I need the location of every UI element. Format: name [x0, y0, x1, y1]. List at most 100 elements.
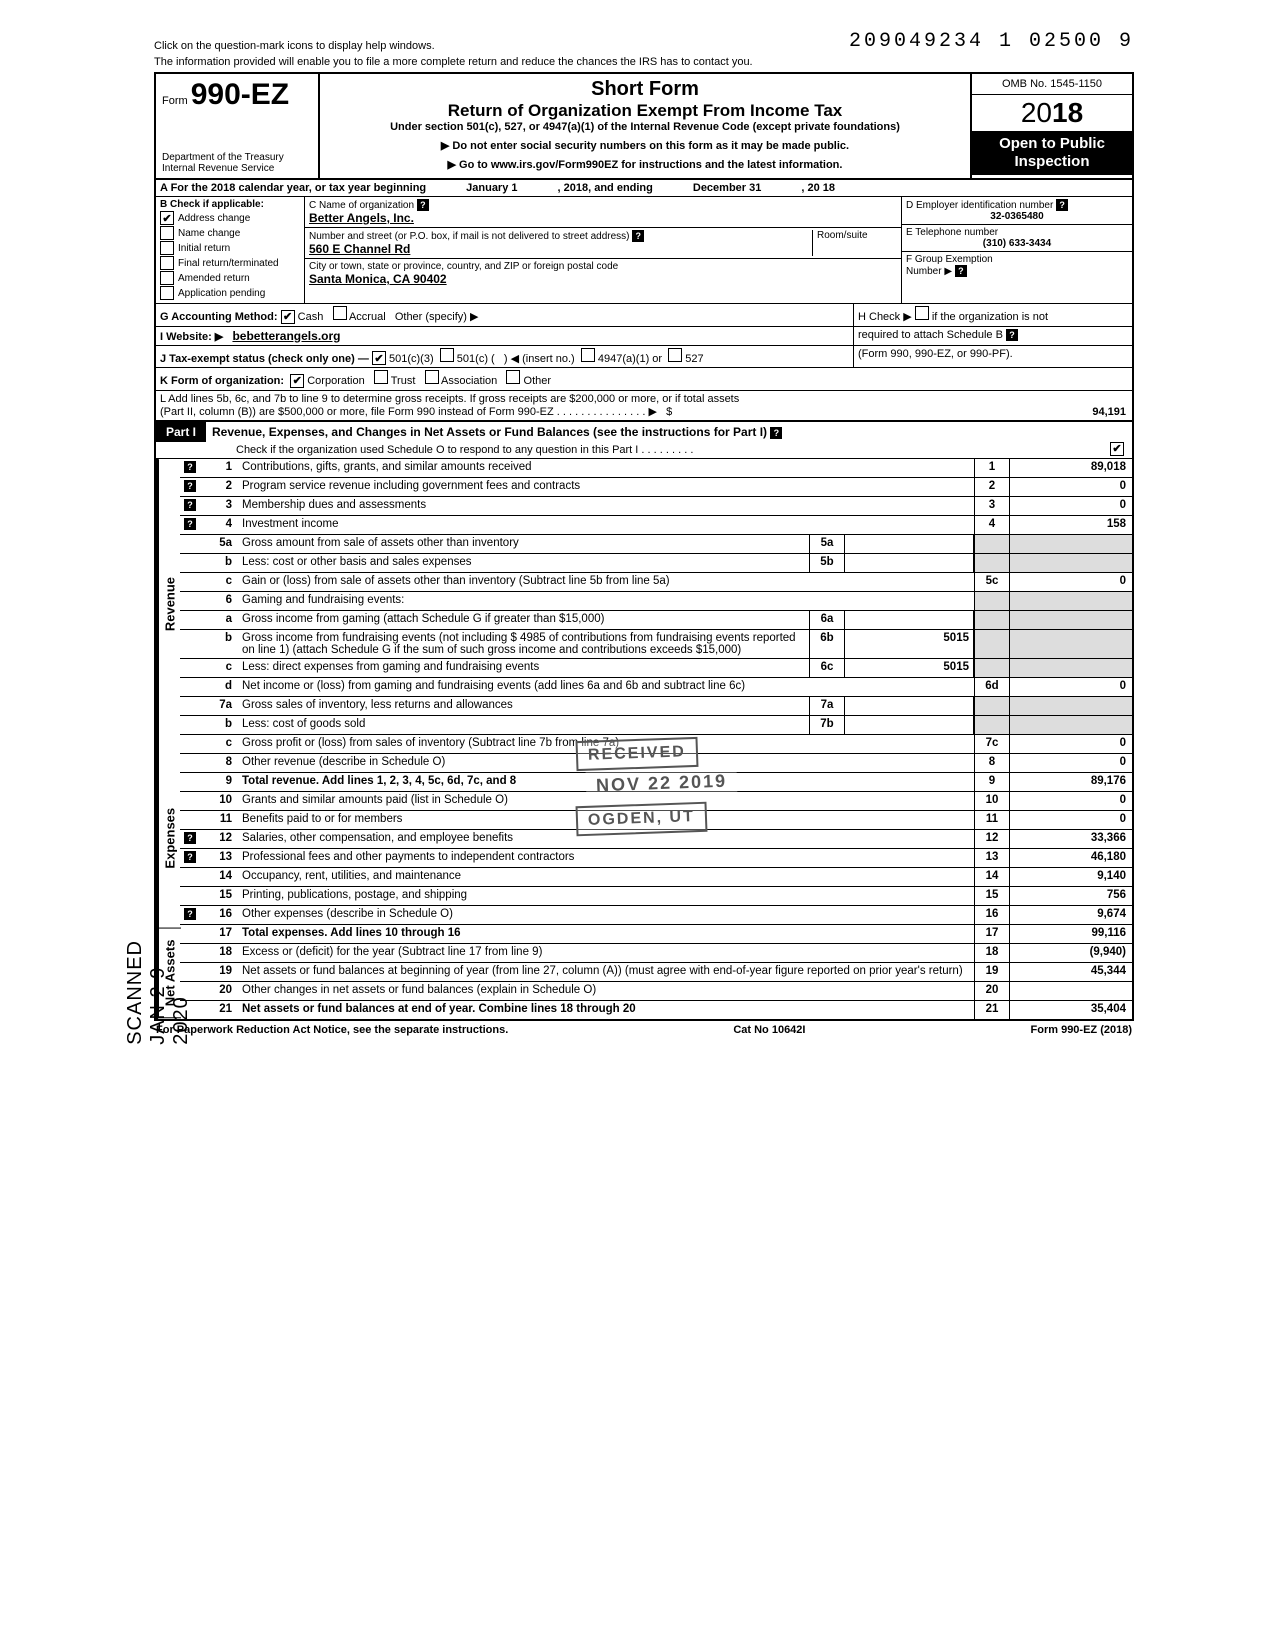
line-6c: cLess: direct expenses from gaming and f…	[180, 659, 1132, 678]
chk-cash[interactable]: ✔	[281, 310, 295, 324]
d-ein-label: D Employer identification number	[906, 200, 1053, 211]
stamp-ogden: OGDEN, UT	[576, 801, 708, 836]
help-icon[interactable]: ?	[770, 427, 782, 439]
tax-year: 2018	[972, 95, 1132, 131]
title-goto: ▶ Go to www.irs.gov/Form990EZ for instru…	[326, 158, 964, 171]
line-13: ?13Professional fees and other payments …	[180, 849, 1132, 868]
help-icon[interactable]: ?	[1056, 199, 1068, 211]
chk-address-change[interactable]: ✔Address change	[160, 211, 300, 225]
ein-value: 32-0365480	[906, 211, 1128, 222]
help-icon[interactable]: ?	[955, 265, 967, 277]
help-icon[interactable]: ?	[1006, 329, 1018, 341]
line-21: 21Net assets or fund balances at end of …	[180, 1001, 1132, 1019]
chk-accrual[interactable]	[333, 306, 347, 320]
part-1-label: Part I	[156, 422, 206, 442]
title-short-form: Short Form	[326, 78, 964, 101]
header-right: OMB No. 1545-1150 2018 Open to PublicIns…	[972, 74, 1132, 178]
f-group-label: F Group Exemption	[906, 254, 993, 265]
chk-application-pending[interactable]: Application pending	[160, 286, 300, 300]
line-20: 20Other changes in net assets or fund ba…	[180, 982, 1132, 1001]
year-begin: January 1	[466, 182, 517, 194]
chk-schedule-o[interactable]: ✔	[1110, 442, 1124, 456]
col-de: D Employer identification number ? 32-03…	[902, 197, 1132, 303]
chk-501c3[interactable]: ✔	[372, 351, 386, 365]
chk-527[interactable]	[668, 348, 682, 362]
line-5c: cGain or (loss) from sale of assets othe…	[180, 573, 1132, 592]
header-mid: Short Form Return of Organization Exempt…	[320, 74, 972, 178]
h-schedule-b: H Check ▶ if the organization is not	[854, 304, 1132, 326]
part-1-sub: Check if the organization used Schedule …	[156, 442, 1102, 458]
year-end: December 31	[693, 182, 762, 194]
chk-trust[interactable]	[374, 370, 388, 384]
part-1-table: Revenue Expenses Net Assets ?1Contributi…	[154, 459, 1134, 1021]
side-expenses: Expenses	[158, 749, 181, 929]
c-name-label: C Name of organization	[309, 200, 414, 211]
help-icon[interactable]: ?	[184, 518, 196, 530]
line-1: ?1Contributions, gifts, grants, and simi…	[180, 459, 1132, 478]
title-ssn: ▶ Do not enter social security numbers o…	[326, 139, 964, 152]
open-to-public: Open to PublicInspection	[972, 131, 1132, 175]
line-15: 15Printing, publications, postage, and s…	[180, 887, 1132, 906]
chk-schedule-b[interactable]	[915, 306, 929, 320]
org-street: 560 E Channel Rd	[309, 242, 410, 256]
help-icon[interactable]: ?	[184, 908, 196, 920]
col-c-org: C Name of organization ? Better Angels, …	[305, 197, 902, 303]
i-website-label: I Website: ▶	[160, 331, 223, 343]
help-icon[interactable]: ?	[184, 480, 196, 492]
org-name: Better Angels, Inc.	[309, 211, 414, 225]
line-5a: 5aGross amount from sale of assets other…	[180, 535, 1132, 554]
chk-initial-return[interactable]: Initial return	[160, 241, 300, 255]
title-main: Return of Organization Exempt From Incom…	[326, 101, 964, 121]
chk-corporation[interactable]: ✔	[290, 374, 304, 388]
line-19: 19Net assets or fund balances at beginni…	[180, 963, 1132, 982]
website-value: bebetterangels.org	[232, 329, 340, 343]
org-info-grid: B Check if applicable: ✔Address change N…	[154, 197, 1134, 304]
top-serial: 209049234 1 02500 9	[849, 30, 1134, 53]
k-form-of-org: K Form of organization: ✔ Corporation Tr…	[156, 368, 1132, 390]
form-header: Form 990-EZ Department of the Treasury I…	[154, 72, 1134, 180]
line-6a: aGross income from gaming (attach Schedu…	[180, 611, 1132, 630]
footer-mid: Cat No 10642I	[733, 1024, 805, 1036]
line-16: ?16Other expenses (describe in Schedule …	[180, 906, 1132, 925]
title-under: Under section 501(c), 527, or 4947(a)(1)…	[326, 121, 964, 133]
h-line2: required to attach Schedule B ?	[854, 327, 1132, 345]
chk-final-return[interactable]: Final return/terminated	[160, 256, 300, 270]
g-label: G Accounting Method:	[160, 311, 278, 323]
dept-2: Internal Revenue Service	[162, 163, 312, 174]
help-icon[interactable]: ?	[184, 851, 196, 863]
hint-line-2: The information provided will enable you…	[154, 56, 1134, 68]
footer-left: For Paperwork Reduction Act Notice, see …	[156, 1024, 508, 1036]
phone-value: (310) 633-3434	[906, 238, 1128, 249]
j-tax-exempt: J Tax-exempt status (check only one) — ✔…	[156, 346, 854, 368]
help-icon[interactable]: ?	[184, 499, 196, 511]
help-icon[interactable]: ?	[417, 199, 429, 211]
line-5b: bLess: cost or other basis and sales exp…	[180, 554, 1132, 573]
line-14: 14Occupancy, rent, utilities, and mainte…	[180, 868, 1132, 887]
part-1-header: Part I Revenue, Expenses, and Changes in…	[154, 422, 1134, 442]
line-6b: bGross income from fundraising events (n…	[180, 630, 1132, 659]
side-labels: Revenue Expenses Net Assets	[156, 459, 180, 1019]
header-left: Form 990-EZ Department of the Treasury I…	[156, 74, 320, 178]
form-word: Form	[162, 95, 188, 107]
l-gross-receipts: L Add lines 5b, 6c, and 7b to line 9 to …	[156, 391, 1010, 420]
help-icon[interactable]: ?	[184, 832, 196, 844]
chk-name-change[interactable]: Name change	[160, 226, 300, 240]
chk-other-org[interactable]	[506, 370, 520, 384]
chk-501c[interactable]	[440, 348, 454, 362]
dept-1: Department of the Treasury	[162, 152, 312, 163]
line-18: 18Excess or (deficit) for the year (Subt…	[180, 944, 1132, 963]
line-4: ?4Investment income4158	[180, 516, 1132, 535]
chk-4947[interactable]	[581, 348, 595, 362]
page-footer: For Paperwork Reduction Act Notice, see …	[154, 1021, 1134, 1039]
line-2: ?2Program service revenue including gove…	[180, 478, 1132, 497]
chk-amended-return[interactable]: Amended return	[160, 271, 300, 285]
chk-association[interactable]	[425, 370, 439, 384]
help-icon[interactable]: ?	[184, 461, 196, 473]
org-city: Santa Monica, CA 90402	[309, 272, 447, 286]
h-line3: (Form 990, 990-EZ, or 990-PF).	[854, 346, 1132, 368]
e-phone-label: E Telephone number	[906, 227, 998, 238]
b-header: B Check if applicable:	[160, 199, 300, 210]
line-6d: dNet income or (loss) from gaming and fu…	[180, 678, 1132, 697]
line-6: 6Gaming and fundraising events:	[180, 592, 1132, 611]
help-icon[interactable]: ?	[632, 230, 644, 242]
